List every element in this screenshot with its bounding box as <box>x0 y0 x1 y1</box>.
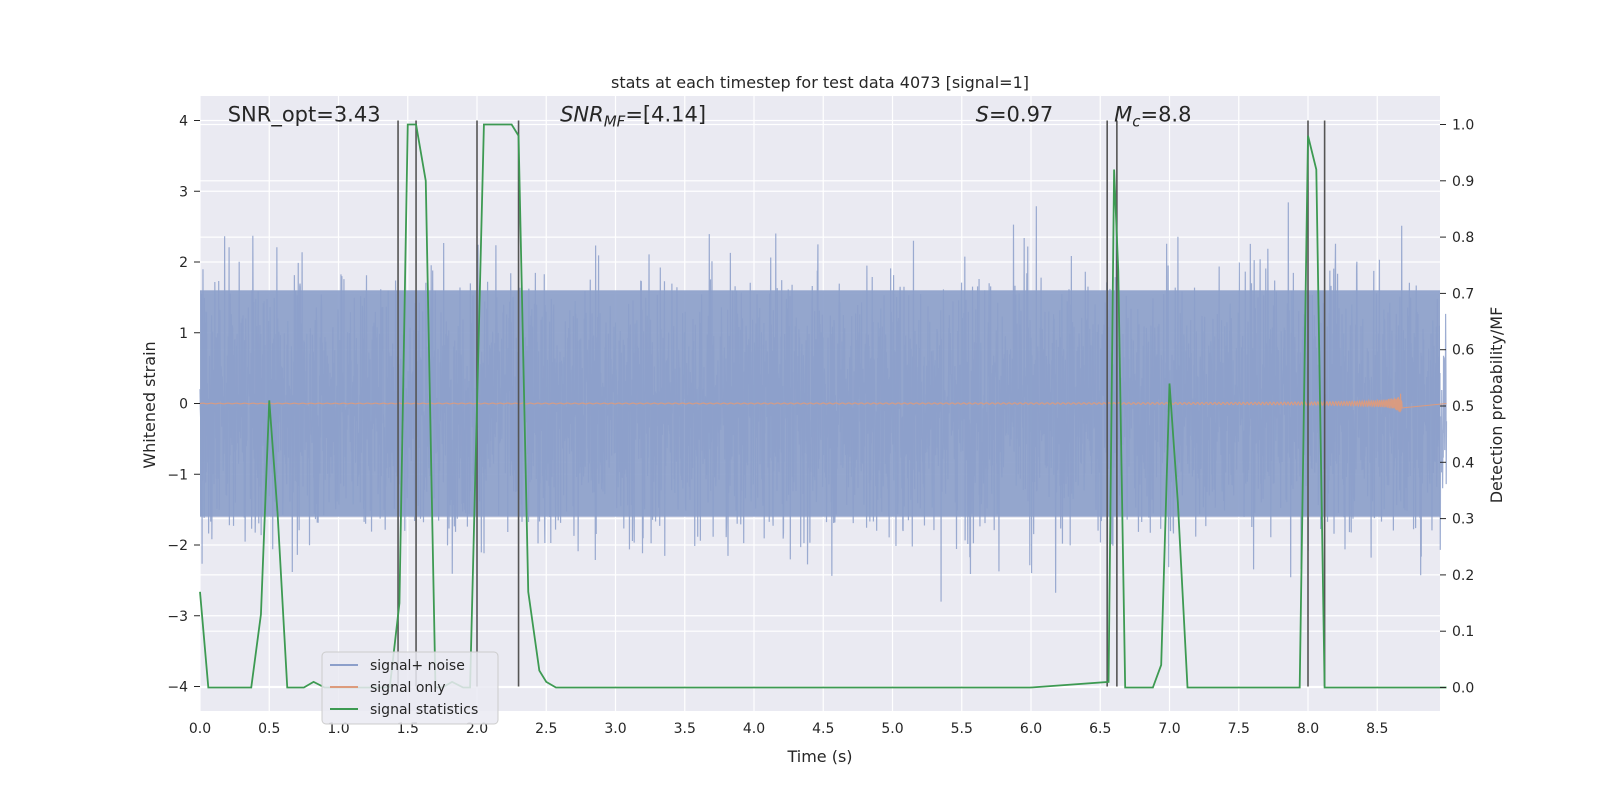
y2-tick-label: 0.1 <box>1452 624 1474 640</box>
x-tick-label: 7.5 <box>1228 721 1250 737</box>
y2-axis-label: Detection probability/MF <box>1487 307 1506 504</box>
x-tick-label: 8.0 <box>1297 721 1319 737</box>
y-tick-label: 0 <box>179 397 188 413</box>
annotation-s-value: S=0.97 <box>976 103 1054 127</box>
y-tick-label: −4 <box>167 680 188 696</box>
annotation-snr-mf: SNRMF=[4.14] <box>560 103 706 131</box>
y-tick-label: 4 <box>179 114 188 130</box>
annotation-subscript: c <box>1132 113 1141 131</box>
annotation-main: S <box>976 103 989 127</box>
statistics-line <box>199 123 1447 689</box>
chart-title: stats at each timestep for test data 407… <box>611 73 1029 92</box>
annotation-main: SNR <box>560 103 604 127</box>
x-tick-label: 5.5 <box>951 721 973 737</box>
x-tick-label: 3.5 <box>674 721 696 737</box>
x-tick-label: 1.0 <box>327 721 349 737</box>
annotation-suffix: =0.97 <box>989 103 1053 127</box>
y2-tick-label: 0.2 <box>1452 568 1474 584</box>
annotation-snr-opt: SNR_opt=3.43 <box>228 103 381 128</box>
y2-tick-label: 0.9 <box>1452 174 1474 190</box>
y-tick-label: −2 <box>167 538 188 554</box>
x-axis-label: Time (s) <box>786 747 852 766</box>
annotation-main: SNR_opt=3.43 <box>228 103 381 128</box>
x-tick-label: 3.0 <box>604 721 626 737</box>
y2-tick-label: 0.8 <box>1452 230 1474 246</box>
annotation-suffix: =8.8 <box>1140 103 1191 127</box>
x-tick-label: 0.5 <box>258 721 280 737</box>
series-signal-statistics <box>199 123 1447 689</box>
x-tick-label: 4.5 <box>812 721 834 737</box>
y-tick-label: 3 <box>179 184 188 200</box>
annotation-subscript: MF <box>604 113 626 131</box>
legend: signal+ noise signal only signal statistic… <box>321 651 499 725</box>
annotations: SNR_opt=3.43 SNRMF=[4.14] S=0.97 Mc=8.8 <box>228 103 1192 131</box>
legend-box <box>321 651 499 725</box>
vertical-markers <box>397 120 1326 687</box>
chirp-line <box>199 393 1447 413</box>
y2-tick-label: 0.5 <box>1452 399 1474 415</box>
x-tick-label: 5.0 <box>881 721 903 737</box>
y2-tick-label: 0.4 <box>1452 455 1474 471</box>
annotation-main: M <box>1114 103 1132 127</box>
x-tick-label: 1.5 <box>397 721 419 737</box>
legend-label: signal statistics <box>370 702 478 718</box>
legend-label: signal+ noise <box>370 658 465 674</box>
y-tick-label: 1 <box>179 326 188 342</box>
x-tick-label: 6.0 <box>1020 721 1042 737</box>
y-axis-label: Whitened strain <box>140 341 159 468</box>
legend-label: signal only <box>370 680 445 696</box>
y2-tick-label: 0.3 <box>1452 512 1474 528</box>
x-tick-label: 2.0 <box>466 721 488 737</box>
x-tick-label: 6.5 <box>1089 721 1111 737</box>
x-tick-label: 7.0 <box>1158 721 1180 737</box>
y2-tick-label: 0.6 <box>1452 343 1474 359</box>
series-signal-only <box>199 393 1447 413</box>
y2-tick-label: 0.0 <box>1452 681 1474 697</box>
y-tick-label: −3 <box>167 609 188 625</box>
y2-tick-label: 1.0 <box>1452 118 1474 134</box>
x-tick-label: 8.5 <box>1366 721 1388 737</box>
annotation-suffix: =[4.14] <box>625 103 706 127</box>
annotation-mc-value: Mc=8.8 <box>1114 103 1191 131</box>
axis-ticks: 0.0 0.5 1.0 1.5 2.0 2.5 3.0 3.5 4.0 4.5 5.0 5.5 6.0 6… <box>167 114 1474 738</box>
y2-tick-label: 0.7 <box>1452 286 1474 302</box>
x-tick-label: 4.0 <box>743 721 765 737</box>
y-tick-label: −1 <box>167 467 188 483</box>
y-tick-label: 2 <box>179 255 188 271</box>
x-tick-label: 0.0 <box>189 721 211 737</box>
x-tick-label: 2.5 <box>535 721 557 737</box>
